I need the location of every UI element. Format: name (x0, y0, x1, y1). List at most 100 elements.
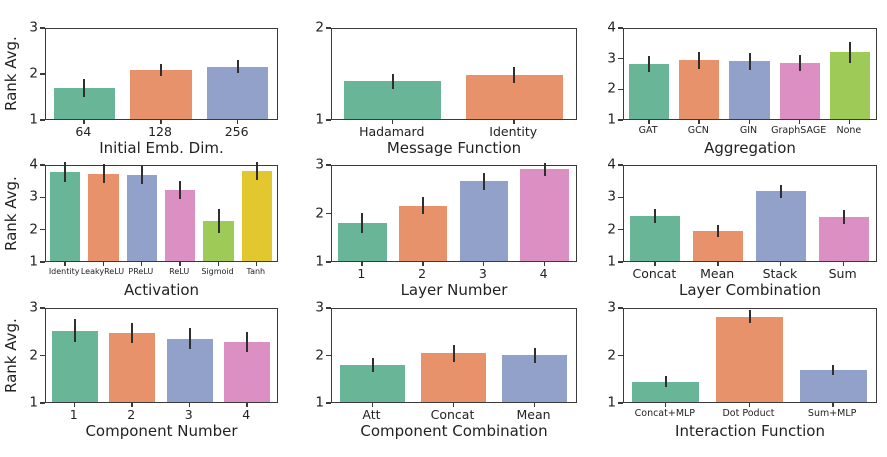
x-tick-label: 64 (75, 124, 92, 139)
bar-gin (729, 61, 770, 119)
bar-1 (51, 330, 98, 402)
bar-mean (502, 355, 567, 402)
x-tick-mark (482, 262, 485, 266)
x-tick-mark (73, 403, 76, 407)
error-bar (482, 172, 485, 191)
bar-prelu (126, 175, 158, 261)
y-tick-label: 3 (315, 299, 324, 316)
x-tick-label: LeakyReLU (80, 267, 125, 276)
error-bar (513, 66, 516, 84)
x-tick-label: 256 (224, 124, 249, 139)
x-tick-mark (131, 403, 133, 407)
x-tick-label: Identity (48, 267, 80, 276)
x-tick-label: None (836, 125, 862, 136)
y-tick-mark (40, 27, 45, 29)
error-bar (102, 164, 105, 184)
bar-4 (224, 341, 271, 402)
y-tick-mark (326, 119, 331, 121)
x-tick-mark (748, 120, 750, 124)
y-tick-label: 4 (29, 156, 38, 173)
y-tick-mark (618, 196, 623, 199)
subplot-activation: Rank Avg. 1 2 3 4 Identity LeakyReLU PReLU ReLU S… (0, 145, 295, 298)
bar-tanh (241, 170, 273, 261)
y-tick-mark (326, 261, 331, 263)
x-tick-mark (698, 120, 700, 124)
x-tick-label: Concat (632, 266, 677, 281)
x-tick-mark (246, 403, 248, 407)
subplot-component-combination: 1 2 3 Att Concat Mean Component Combination (296, 290, 591, 440)
y-tick-mark (326, 27, 331, 29)
x-tick-label: Sigmoid (201, 267, 234, 276)
x-tick-mark (654, 262, 656, 266)
bar-4 (520, 169, 569, 261)
error-bar (543, 163, 546, 176)
plot-area (331, 308, 577, 403)
x-axis-label: Aggregation (704, 139, 796, 157)
y-tick-mark (618, 88, 623, 91)
error-bar (654, 208, 657, 223)
y-tick-mark (40, 261, 45, 263)
bar-dot-poduct (716, 316, 783, 402)
plot-area (45, 308, 278, 403)
y-tick-label: 2 (29, 346, 38, 363)
plot-area (45, 161, 278, 262)
y-tick-label: 3 (29, 299, 38, 316)
y-tick-label: 1 (29, 394, 38, 411)
y-tick-label: 2 (607, 80, 616, 97)
x-tick-mark (160, 120, 162, 124)
x-tick-mark (842, 262, 845, 266)
bar-graphsage (779, 62, 820, 119)
error-bar (748, 310, 751, 323)
y-tick-mark (40, 354, 45, 357)
y-tick-mark (40, 402, 45, 404)
x-tick-mark (832, 403, 834, 407)
y-tick-label: 2 (315, 19, 324, 36)
error-bar (188, 328, 191, 350)
error-bar (140, 165, 143, 185)
x-tick-mark (83, 120, 85, 124)
x-tick-label: Sum (828, 266, 857, 281)
x-tick-label: Stack (762, 266, 798, 281)
x-tick-label: Sum+MLP (807, 408, 857, 419)
subplot-layer-combination: 1 2 3 4 Concat Mean Stack Sum Layer Combination (592, 145, 887, 298)
bar-concat-mlp (632, 381, 700, 402)
x-tick-mark (236, 120, 239, 124)
subplot-interaction-function: 1 2 3 Concat+MLP Dot Poduct Sum+MLP Interactio… (592, 290, 887, 440)
bar-identity (49, 172, 81, 261)
x-tick-label: Mean (516, 407, 551, 422)
x-tick-label: Concat+MLP (634, 408, 696, 419)
x-tick-mark (664, 403, 667, 407)
y-axis-label: Rank Avg. (2, 318, 20, 393)
x-tick-mark (255, 262, 258, 266)
error-bar (160, 64, 162, 77)
y-tick-label: 1 (607, 394, 616, 411)
x-tick-mark (371, 403, 373, 407)
y-tick-label: 2 (607, 346, 616, 363)
y-tick-mark (40, 196, 45, 199)
x-tick-label: GraphSAGE (771, 125, 827, 136)
x-tick-mark (188, 403, 191, 407)
plot-area (331, 28, 577, 120)
x-tick-label: 4 (539, 266, 548, 281)
y-tick-label: 2 (315, 346, 324, 363)
error-bar (371, 358, 374, 372)
y-tick-mark (40, 119, 45, 121)
error-bar (64, 161, 67, 183)
y-tick-label: 3 (29, 19, 38, 36)
y-tick-mark (618, 57, 623, 60)
x-tick-label: 1 (69, 407, 78, 422)
bar-2 (398, 205, 448, 261)
y-tick-mark (326, 402, 331, 404)
y-tick-mark (618, 119, 623, 121)
y-tick-label: 2 (607, 220, 616, 237)
error-bar (83, 79, 86, 98)
y-axis-label: Rank Avg. (2, 36, 20, 112)
y-tick-mark (618, 164, 623, 166)
x-tick-mark (798, 120, 801, 124)
x-tick-mark (533, 403, 535, 407)
x-tick-mark (779, 262, 782, 266)
subplot-component-number: Rank Avg. 1 2 3 1 2 3 4 Component Number (0, 290, 295, 440)
y-tick-mark (40, 73, 45, 75)
error-bar (717, 225, 720, 238)
x-tick-label: Hadamard (359, 124, 425, 139)
